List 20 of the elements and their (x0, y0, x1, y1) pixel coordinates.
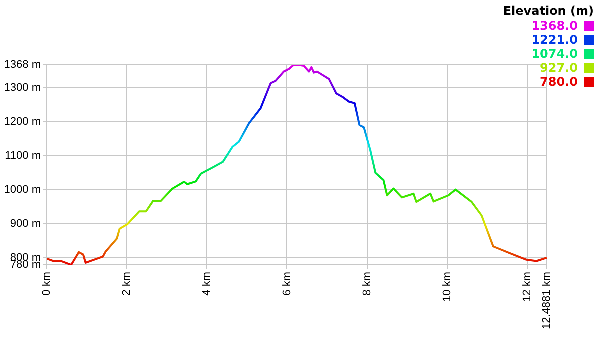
color-bar-label: 780.0 (540, 75, 578, 89)
y-tick-label: 1000 m (4, 184, 41, 196)
x-tick-label: 6 km (281, 272, 294, 296)
y-tick-label: 1100 m (5, 150, 41, 162)
x-tick-label: 2 km (121, 272, 134, 296)
color-bar-label: 927.0 (540, 61, 578, 75)
color-bar-label: 1074.0 (532, 47, 578, 61)
x-tick-label: 0 km (41, 272, 54, 296)
x-tick-label: 8 km (361, 272, 374, 296)
x-tick-label: 4 km (201, 272, 214, 296)
y-tick-label: 1200 m (4, 116, 41, 128)
x-tick-label: 12 km (521, 272, 534, 302)
y-tick-label: 1368 m (4, 59, 41, 72)
color-bar-label: 1368.0 (532, 19, 578, 33)
y-tick-label: 1300 m (4, 82, 41, 94)
x-tick-label: 10 km (441, 272, 454, 302)
x-tick-label: 12.4881 km (541, 272, 554, 330)
color-bar-label: 1221.0 (532, 33, 578, 47)
y-tick-label: 900 m (10, 218, 41, 230)
color-bar-title: Elevation (m) (503, 4, 594, 18)
